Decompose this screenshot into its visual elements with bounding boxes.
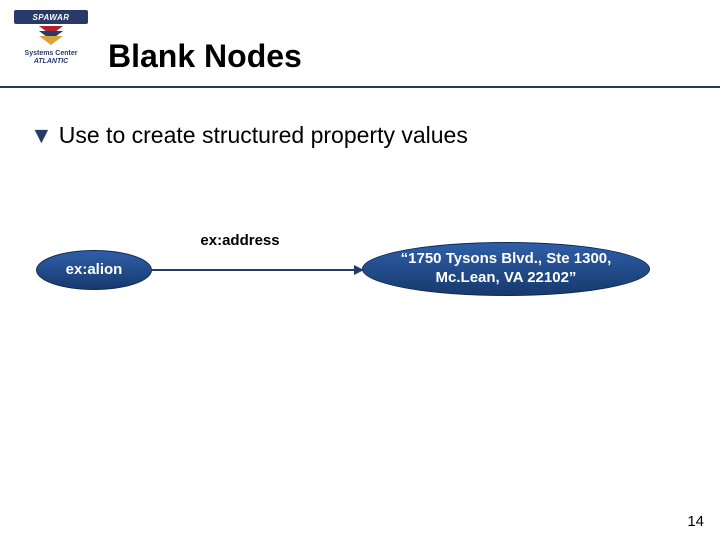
divider [0,86,720,88]
slide: SPAWAR Systems Center ATLANTIC Blank Nod… [0,0,720,540]
bullet-line: ▼Use to create structured property value… [30,122,468,149]
edge-label: ex:address [180,232,300,249]
edge-line [152,269,354,271]
logo-sub-line2: ATLANTIC [14,58,88,66]
logo: SPAWAR Systems Center ATLANTIC [14,10,88,65]
subject-node: ex:alion [36,250,152,290]
object-node-label: “1750 Tysons Blvd., Ste 1300, Mc.Lean, V… [401,250,612,288]
page-title: Blank Nodes [108,38,302,75]
logo-bar: SPAWAR [14,10,88,24]
bullet-marker-icon: ▼ [30,122,53,149]
logo-subtext: Systems Center ATLANTIC [14,50,88,65]
bullet-text: Use to create structured property values [59,122,468,148]
page-number: 14 [687,513,704,530]
chevron-icon [37,26,65,48]
object-node: “1750 Tysons Blvd., Ste 1300, Mc.Lean, V… [362,242,650,296]
logo-sub-line1: Systems Center [14,50,88,58]
logo-bar-text: SPAWAR [32,13,69,22]
rdf-diagram: ex:alion ex:address “1750 Tysons Blvd., … [0,224,720,314]
